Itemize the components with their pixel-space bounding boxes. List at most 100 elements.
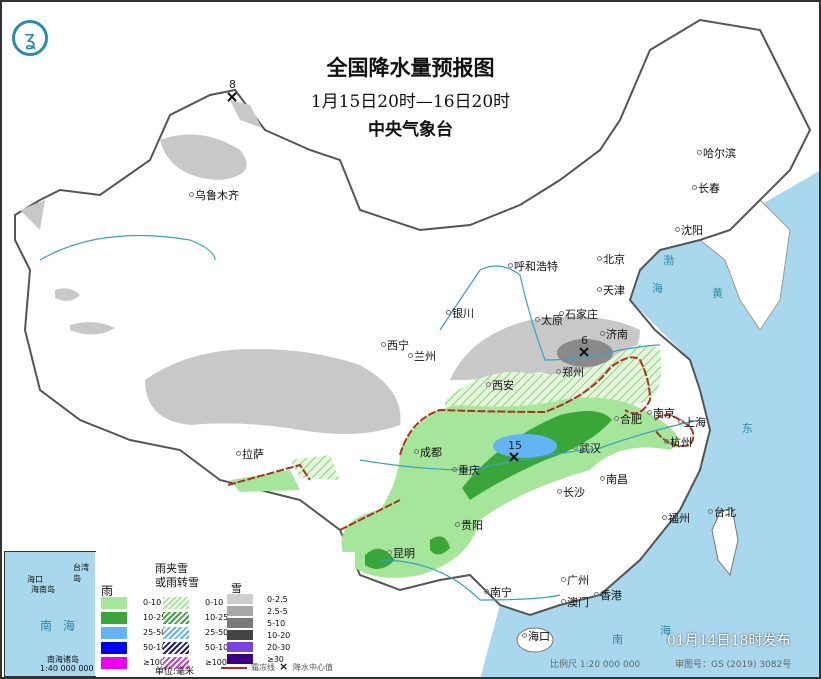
legend-swatch-mixed: [163, 597, 189, 609]
city-label: 长沙: [557, 486, 585, 499]
map-title: 全国降水量预报图: [326, 55, 495, 80]
inset-sea-a: 南: [40, 619, 53, 633]
city-label: 太原: [535, 314, 563, 327]
legend-swatch-snow: [227, 654, 253, 664]
center-markers: [227, 92, 589, 462]
legend-label-snow: 10-20: [267, 631, 291, 640]
taiwan-island: [711, 507, 739, 577]
city-label: 北京: [597, 253, 625, 266]
legend-unit: 单位:毫米: [155, 667, 195, 677]
inset-taiwan: 台湾岛: [73, 563, 89, 583]
legend-label-rain: 50-100: [143, 643, 172, 652]
city-label: 银川: [446, 307, 474, 320]
city-label: 南京: [647, 407, 675, 420]
city-label: 重庆: [452, 464, 480, 477]
legend-mixed-title: 或雨转雪: [155, 576, 199, 589]
city-label: 郑州: [556, 366, 584, 379]
snow-area-northwest: [20, 100, 262, 335]
city-label: 福州: [662, 512, 690, 525]
city-label: 西安: [486, 379, 514, 392]
issuer: 中央气象台: [368, 120, 453, 140]
legend-swatch-mixed: [163, 612, 189, 624]
city-label: 海口: [522, 630, 550, 643]
city-label: 台北: [708, 506, 736, 519]
city-label: 济南: [600, 328, 628, 341]
sea-label: 海: [660, 624, 671, 637]
legend-label-rain: 10-25: [143, 613, 167, 622]
inset-sea-b: 海: [63, 619, 76, 633]
city-label: 沈阳: [675, 224, 703, 237]
forecast-period: 1月15日20时—16日20时: [310, 92, 511, 112]
legend: 雨 雨夹雪 或雨转雪 雪 0-10 10-25 25-50 50-100 ≥100 0-1…: [95, 552, 355, 677]
issued-time: 01月14日18时发布: [667, 633, 791, 649]
legend-swatch-snow: [227, 642, 253, 652]
legend-swatch-rain: [101, 597, 127, 609]
freeze-line: [227, 356, 695, 531]
sea-label: 黄: [712, 287, 723, 300]
city-label: 合肥: [614, 413, 642, 426]
legend-label-mixed: 50-100: [205, 643, 234, 652]
legend-swatch-rain: [101, 642, 127, 654]
freeze-line-symbol: [221, 667, 247, 669]
inset-haikou: 海口: [27, 575, 43, 584]
south-china-sea-inset: 海口 海南岛 台湾岛 南 海 南海诸岛 1:40 000 000: [4, 551, 96, 677]
legend-label-mixed: 0-10: [205, 598, 224, 607]
rivers: [39, 234, 701, 601]
rain-heavy-area: [493, 434, 557, 458]
sea-label: 东: [742, 422, 753, 435]
map-scale: 比例尺 1:20 000 000: [550, 660, 641, 670]
inset-scale: 1:40 000 000: [40, 664, 94, 673]
legend-center-label: 降水中心值: [293, 663, 333, 672]
city-label: 广州: [561, 574, 589, 587]
center-value: 6: [581, 334, 588, 347]
legend-label-snow: 2.5-5: [267, 607, 288, 616]
legend-label-rain: ≥100: [143, 658, 165, 667]
legend-label-mixed: 10-25: [205, 613, 229, 622]
legend-snow-title: 雪: [231, 582, 242, 595]
city-label: 成都: [414, 446, 442, 459]
legend-swatch-snow: [227, 594, 253, 604]
city-label: 呼和浩特: [508, 260, 558, 273]
legend-swatch-rain: [101, 657, 127, 669]
city-label: 哈尔滨: [697, 147, 736, 160]
legend-label-rain: 0-10: [143, 598, 162, 607]
center-value: 15: [508, 439, 522, 452]
city-label: 天津: [597, 284, 625, 297]
city-label: 香港: [594, 589, 622, 602]
legend-swatch-mixed: [163, 627, 189, 639]
sea-label: 渤: [663, 254, 674, 267]
legend-swatch-mixed: [163, 642, 189, 654]
legend-center-mark: ×: [279, 660, 289, 673]
city-label: 长春: [692, 182, 720, 195]
legend-label-mixed: 25-50: [205, 628, 229, 637]
legend-swatch-rain: [101, 612, 127, 624]
city-label: 石家庄: [559, 308, 598, 321]
city-label: 南昌: [600, 473, 628, 486]
inset-islands: 南海诸岛: [47, 655, 79, 664]
city-label: 上海: [678, 416, 706, 429]
snow-area-plateau: [145, 349, 401, 434]
legend-swatch-snow: [227, 606, 253, 616]
legend-label-snow: 20-30: [267, 643, 291, 652]
legend-swatch-snow: [227, 618, 253, 628]
sea-label: 南: [612, 633, 623, 646]
city-label: 昆明: [387, 547, 415, 560]
legend-label-snow: 0-2.5: [267, 595, 288, 604]
inset-hainan: 海南岛: [31, 585, 55, 594]
legend-mixed-title: 雨夹雪: [155, 562, 188, 575]
legend-label-snow: 5-10: [267, 619, 286, 628]
city-label: 贵阳: [455, 519, 483, 532]
city-label: 西宁: [381, 339, 409, 352]
legend-label-snow: ≥30: [267, 655, 284, 664]
sea-label: 海: [652, 282, 663, 295]
legend-label-mixed: ≥100: [205, 658, 227, 667]
city-label: 乌鲁木齐: [189, 189, 239, 202]
legend-swatch-rain: [101, 627, 127, 639]
center-value: 8: [229, 78, 236, 91]
cma-logo: ʓ: [12, 20, 48, 56]
legend-swatch-mixed: [163, 657, 189, 669]
legend-swatch-snow: [227, 630, 253, 640]
city-label: 武汉: [573, 442, 601, 455]
